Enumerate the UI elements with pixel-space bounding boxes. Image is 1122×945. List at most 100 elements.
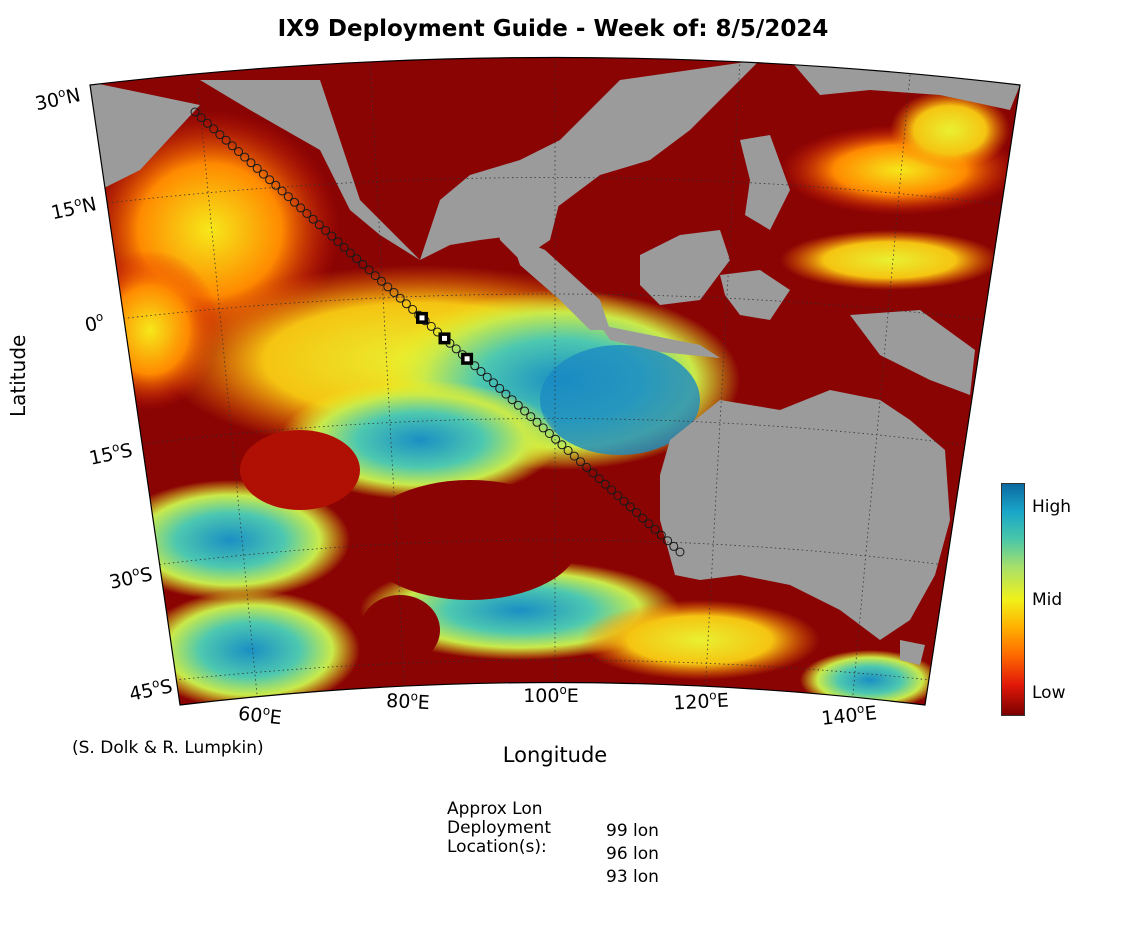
transect-station xyxy=(234,147,243,156)
transect-station xyxy=(675,547,685,557)
transect-station xyxy=(656,530,666,540)
ocean-field xyxy=(90,57,1020,705)
transect-station xyxy=(252,163,262,173)
colorbar xyxy=(1001,483,1025,716)
transect-station xyxy=(544,429,554,438)
transect-station xyxy=(638,513,648,523)
transect-station xyxy=(513,400,523,410)
transect-station xyxy=(600,479,610,489)
transect-station xyxy=(663,536,673,546)
transect-station xyxy=(625,502,635,512)
transect-station xyxy=(650,524,660,534)
chart-title: IX9 Deployment Guide - Week of: 8/5/2024 xyxy=(277,16,829,42)
transect-station xyxy=(582,462,592,472)
transect-station xyxy=(426,321,436,331)
deployment-marker-center xyxy=(464,356,470,362)
deployment-label-line3: Location(s): xyxy=(447,837,547,857)
transect-station xyxy=(333,237,343,247)
transect-station xyxy=(538,423,548,433)
y-axis-label: Latitude xyxy=(6,334,30,417)
transect-station xyxy=(339,242,349,252)
transect-station xyxy=(383,282,393,292)
transect-station xyxy=(532,417,542,427)
transect-station xyxy=(401,299,411,309)
transect-station xyxy=(576,457,585,467)
transect-station xyxy=(345,248,355,258)
transect-station xyxy=(377,276,386,286)
deployment-values: 99 lon 96 lon 93 lon xyxy=(606,820,659,889)
map-outline xyxy=(89,56,1021,706)
transect-station xyxy=(470,361,480,371)
transect-station xyxy=(258,169,268,179)
transect-station xyxy=(520,406,530,416)
colorbar-mid-label: Mid xyxy=(1032,590,1063,610)
transect-station xyxy=(551,434,561,444)
transect-station xyxy=(209,124,219,134)
land-mask xyxy=(90,60,1020,665)
transect-station xyxy=(227,141,237,151)
transect-station xyxy=(283,192,293,202)
transect-station xyxy=(358,259,368,269)
deployment-label-line2: Deployment xyxy=(447,818,551,838)
transect-station xyxy=(476,367,486,376)
transect-station xyxy=(302,209,312,218)
transect-station xyxy=(507,395,517,405)
transect-station xyxy=(370,271,380,281)
deployment-marker-center xyxy=(419,315,425,321)
transect-station xyxy=(215,130,225,140)
colorbar-low-label: Low xyxy=(1032,683,1066,703)
transect-station xyxy=(451,344,461,354)
transect-station xyxy=(395,293,405,303)
transect-station xyxy=(321,226,331,235)
transect-station xyxy=(669,541,679,551)
transect-station xyxy=(501,389,511,399)
transect-station xyxy=(644,519,654,529)
credit-text: (S. Dolk & R. Lumpkin) xyxy=(72,738,264,758)
transect-station xyxy=(557,440,567,450)
transect-station xyxy=(389,288,399,297)
deployment-label-line1: Approx Lon xyxy=(447,799,543,819)
transect-station xyxy=(221,135,231,145)
transect-station xyxy=(196,113,206,123)
transect-station xyxy=(563,446,573,455)
transect-station xyxy=(526,412,536,422)
colorbar-high-label: High xyxy=(1032,497,1072,517)
transect-station xyxy=(327,231,337,241)
transect-station xyxy=(265,175,275,185)
transect-station xyxy=(240,152,250,162)
deployment-value: 96 lon xyxy=(606,844,659,864)
deployment-marker-center xyxy=(442,335,447,341)
transect-station xyxy=(588,468,598,478)
transect-station xyxy=(433,327,442,337)
transect-station xyxy=(202,118,212,128)
transect-station xyxy=(190,107,200,117)
transect-station xyxy=(277,186,287,196)
transect-station xyxy=(364,265,374,275)
transect-station xyxy=(408,304,418,314)
transect-station xyxy=(632,508,641,517)
transect-station xyxy=(569,451,579,461)
lon-tick-100e: 100oE xyxy=(523,683,579,707)
x-axis-label: Longitude xyxy=(502,743,608,767)
lon-tick-80e: 80oE xyxy=(385,689,431,715)
transect-station xyxy=(489,378,498,388)
lon-tick-120e: 120oE xyxy=(672,688,730,715)
transect-station xyxy=(495,383,505,393)
transect-station xyxy=(613,491,623,501)
ix9-transect xyxy=(190,107,685,557)
transect-station xyxy=(594,474,604,484)
transect-station xyxy=(314,220,324,230)
transect-station xyxy=(271,180,281,190)
transect-station xyxy=(246,158,256,168)
transect-station xyxy=(607,485,617,495)
transect-station xyxy=(352,254,362,264)
graticule xyxy=(90,57,1006,705)
transect-station xyxy=(308,214,318,224)
transect-station xyxy=(482,372,492,382)
transect-station xyxy=(619,496,629,506)
deployment-label: Approx Lon Deployment Location(s): xyxy=(447,800,551,857)
deployment-value: 93 lon xyxy=(606,867,659,887)
transect-station xyxy=(290,197,299,207)
transect-station xyxy=(296,203,306,213)
